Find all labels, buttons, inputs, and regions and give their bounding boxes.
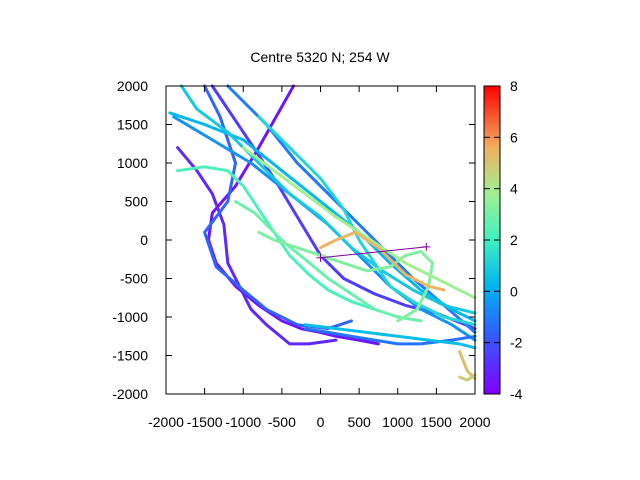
y-tick-label: -500 xyxy=(120,271,148,287)
track-5 xyxy=(172,115,477,342)
chart-title: Centre 5320 N; 254 W xyxy=(250,49,390,65)
track-8 xyxy=(257,115,477,327)
y-tick-label: 0 xyxy=(140,232,148,248)
y-tick-label: -2000 xyxy=(112,386,148,402)
y-tick-label: -1500 xyxy=(112,348,148,364)
y-tick-label: 1500 xyxy=(117,117,148,133)
series-layer xyxy=(168,84,477,382)
track-9 xyxy=(303,327,477,346)
track-10 xyxy=(303,323,477,350)
colorbar-tick-label: 6 xyxy=(510,129,518,145)
y-tick-label: 1000 xyxy=(117,155,148,171)
colorbar-tick-label: -2 xyxy=(510,335,523,351)
plus-marker-1 xyxy=(422,242,431,251)
x-tick-label: -2000 xyxy=(148,414,184,430)
x-tick-label: -500 xyxy=(268,414,296,430)
x-tick-label: -1500 xyxy=(187,414,223,430)
track-12 xyxy=(234,200,423,323)
colorbar-tick-label: 2 xyxy=(510,232,518,248)
colorbar-ticks: -4 -2 0 2 4 6 8 xyxy=(484,78,523,402)
colorbar-tick-label: 8 xyxy=(510,78,518,94)
track-14 xyxy=(241,146,477,300)
y-tick-label: 2000 xyxy=(117,78,148,94)
x-axis: -2000 -1500 -1000 -500 0 500 1000 1500 2000 xyxy=(148,86,491,430)
x-tick-label: 2000 xyxy=(459,414,490,430)
x-tick-label: 1500 xyxy=(421,414,452,430)
connector-layer xyxy=(320,246,427,259)
x-tick-label: 1000 xyxy=(382,414,413,430)
track-17 xyxy=(458,373,477,382)
y-tick-label: -1000 xyxy=(112,309,148,325)
colorbar-tick-label: 0 xyxy=(510,283,518,299)
track-15 xyxy=(319,230,446,292)
colorbar-tick-label: 4 xyxy=(510,181,518,197)
track-0 xyxy=(207,84,380,346)
colorbar-tick-label: -4 xyxy=(510,386,523,402)
y-axis: -2000 -1500 -1000 -500 0 500 1000 1500 2000 xyxy=(112,78,475,402)
x-tick-label: 0 xyxy=(317,414,325,430)
track-6 xyxy=(168,111,477,323)
plot-border xyxy=(165,85,476,395)
y-tick-label: 500 xyxy=(125,194,149,210)
plus-marker-0 xyxy=(316,253,325,262)
x-tick-label: 500 xyxy=(347,414,371,430)
marker-layer xyxy=(316,242,431,262)
connector-line xyxy=(320,246,427,259)
x-tick-label: -1000 xyxy=(225,414,261,430)
